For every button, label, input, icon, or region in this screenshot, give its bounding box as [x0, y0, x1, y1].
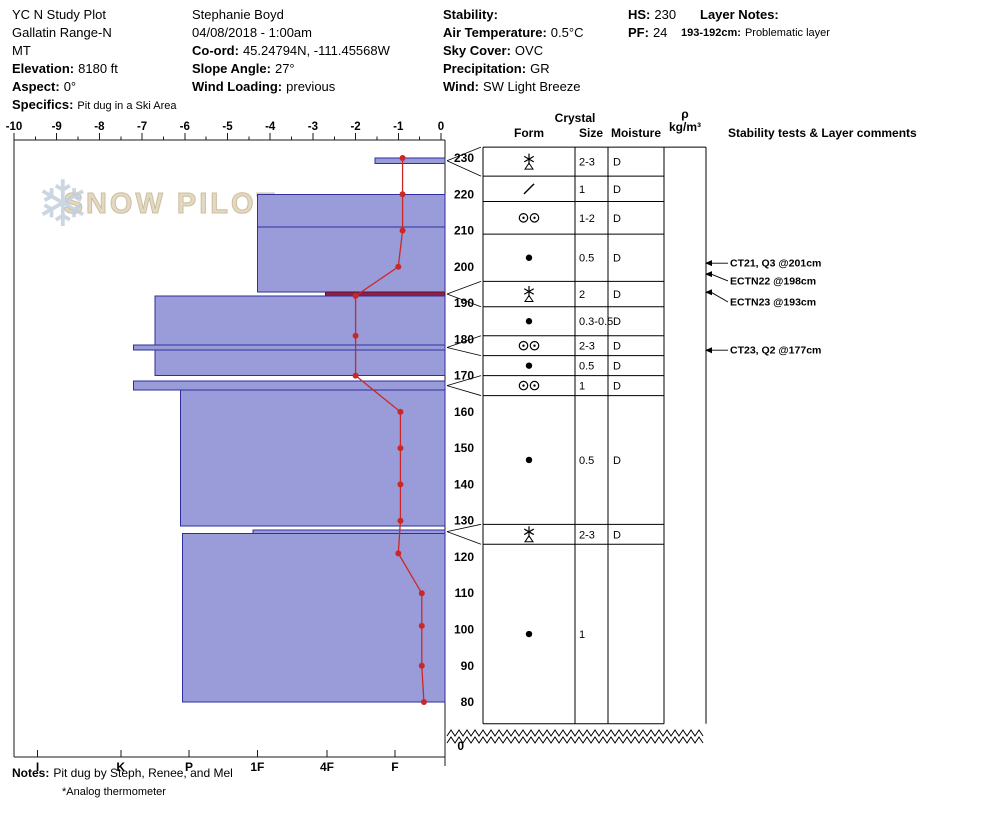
- stability-annotations: CT21, Q3 @201cm ECTN22 @198cm ECTN23 @193c…: [705, 258, 821, 357]
- svg-text:-5: -5: [222, 121, 233, 133]
- thermometer-footnote: *Analog thermometer: [62, 786, 166, 798]
- notes-line: Notes: Pit dug by Steph, Renee, and Mel: [12, 766, 233, 780]
- svg-text:0.3-0.5: 0.3-0.5: [579, 316, 613, 328]
- elevation-line: Elevation: 8180 ft: [12, 61, 118, 76]
- hs-line: HS: 230: [628, 7, 677, 22]
- sky-cover-line: Sky Cover: OVC: [443, 43, 544, 58]
- slope-angle-line: Slope Angle: 27°: [192, 61, 295, 76]
- layer-notes: Layer Notes: 193-192cm: Problematic layer: [681, 6, 830, 42]
- svg-text:1F: 1F: [250, 760, 264, 774]
- layer-note-item: 193-192cm: Problematic layer: [681, 27, 830, 39]
- svg-text:200: 200: [454, 260, 474, 274]
- specifics-line: Specifics: Pit dug in a Ski Area: [12, 97, 177, 112]
- svg-text:-2: -2: [350, 121, 360, 133]
- svg-text:230: 230: [454, 151, 474, 165]
- svg-text:210: 210: [454, 224, 474, 238]
- svg-text:K: K: [116, 760, 125, 774]
- stability-line: Stability:: [443, 7, 498, 22]
- svg-text:ρ: ρ: [681, 107, 688, 121]
- svg-text:P: P: [185, 760, 193, 774]
- svg-text:D: D: [613, 253, 621, 265]
- site-info: YC N Study Plot Gallatin Range-N MT Elev…: [12, 6, 176, 115]
- svg-text:180: 180: [454, 332, 474, 346]
- svg-text:CT23, Q2 @177cm: CT23, Q2 @177cm: [730, 345, 821, 357]
- site-state: MT: [12, 43, 31, 58]
- svg-text:ECTN22 @198cm: ECTN22 @198cm: [730, 275, 816, 287]
- svg-text:D: D: [613, 529, 621, 541]
- svg-text:2-3: 2-3: [579, 341, 595, 353]
- svg-text:90: 90: [461, 659, 475, 673]
- coord-line: Co-ord: 45.24794N, -111.45568W: [192, 43, 390, 58]
- svg-text:100: 100: [454, 623, 474, 637]
- svg-text:D: D: [613, 289, 621, 301]
- svg-text:0.5: 0.5: [579, 455, 594, 467]
- svg-text:1: 1: [579, 381, 585, 393]
- svg-text:130: 130: [454, 514, 474, 528]
- svg-text:1-2: 1-2: [579, 213, 595, 225]
- svg-text:ECTN23 @193cm: ECTN23 @193cm: [730, 296, 816, 308]
- wind-loading-line: Wind Loading: previous: [192, 79, 336, 94]
- totals-info: HS: 230 PF: 24: [628, 6, 676, 42]
- svg-text:220: 220: [454, 187, 474, 201]
- svg-text:-7: -7: [137, 121, 147, 133]
- observation-datetime: 04/08/2018 - 1:00am: [192, 25, 312, 40]
- svg-text:0: 0: [457, 739, 464, 753]
- svg-text:2-3: 2-3: [579, 157, 595, 169]
- svg-text:-3: -3: [308, 121, 318, 133]
- svg-text:80: 80: [461, 695, 475, 709]
- svg-text:Stability tests & Layer commen: Stability tests & Layer comments: [728, 126, 917, 140]
- observer-name: Stephanie Boyd: [192, 7, 284, 22]
- svg-text:Crystal: Crystal: [555, 111, 596, 125]
- svg-text:-8: -8: [94, 121, 105, 133]
- svg-text:1: 1: [579, 184, 585, 196]
- svg-text:D: D: [613, 157, 621, 169]
- svg-text:4F: 4F: [320, 760, 334, 774]
- svg-text:D: D: [613, 381, 621, 393]
- weather-info: Stability: Air Temperature: 0.5°C Sky Cov…: [443, 6, 583, 96]
- svg-text:2-3: 2-3: [579, 529, 595, 541]
- svg-text:110: 110: [455, 586, 475, 600]
- svg-text:D: D: [613, 184, 621, 196]
- svg-text:2: 2: [579, 289, 585, 301]
- svg-text:160: 160: [454, 405, 474, 419]
- observer-info: Stephanie Boyd 04/08/2018 - 1:00am Co-or…: [192, 6, 390, 96]
- precipitation-line: Precipitation: GR: [443, 61, 550, 76]
- svg-text:-10: -10: [6, 121, 23, 133]
- svg-text:0: 0: [438, 121, 444, 133]
- svg-text:190: 190: [454, 296, 474, 310]
- svg-text:-4: -4: [265, 121, 276, 133]
- svg-text:Size: Size: [579, 126, 603, 140]
- svg-text:120: 120: [454, 550, 474, 564]
- svg-text:0.5: 0.5: [579, 253, 594, 265]
- svg-text:Moisture: Moisture: [611, 126, 661, 140]
- svg-text:140: 140: [454, 477, 474, 491]
- svg-text:D: D: [613, 455, 621, 467]
- svg-text:D: D: [613, 341, 621, 353]
- crystal-table: Crystal Form Size Moisture ρkg/m³ Stability t…: [446, 107, 917, 744]
- svg-text:Form: Form: [514, 126, 544, 140]
- pf-line: PF: 24: [628, 25, 668, 40]
- svg-text:I: I: [36, 760, 39, 774]
- site-name: YC N Study Plot: [12, 7, 106, 22]
- wind-line: Wind: SW Light Breeze: [443, 79, 581, 94]
- svg-text:D: D: [613, 213, 621, 225]
- svg-text:0.5: 0.5: [579, 361, 594, 373]
- aspect-line: Aspect: 0°: [12, 79, 77, 94]
- svg-text:F: F: [391, 760, 398, 774]
- layer-notes-title: Layer Notes:: [700, 7, 779, 22]
- svg-text:D: D: [613, 361, 621, 373]
- svg-text:1: 1: [579, 629, 585, 641]
- svg-text:-1: -1: [393, 121, 404, 133]
- svg-text:CT21, Q3 @201cm: CT21, Q3 @201cm: [730, 258, 821, 270]
- svg-text:kg/m³: kg/m³: [669, 120, 701, 134]
- air-temp-line: Air Temperature: 0.5°C: [443, 25, 584, 40]
- svg-text:-6: -6: [180, 121, 190, 133]
- svg-text:150: 150: [454, 441, 474, 455]
- site-range: Gallatin Range-N: [12, 25, 112, 40]
- temperature-line: [352, 155, 427, 706]
- svg-text:-9: -9: [52, 121, 62, 133]
- svg-text:D: D: [613, 316, 621, 328]
- hardness-bars: [133, 157, 446, 703]
